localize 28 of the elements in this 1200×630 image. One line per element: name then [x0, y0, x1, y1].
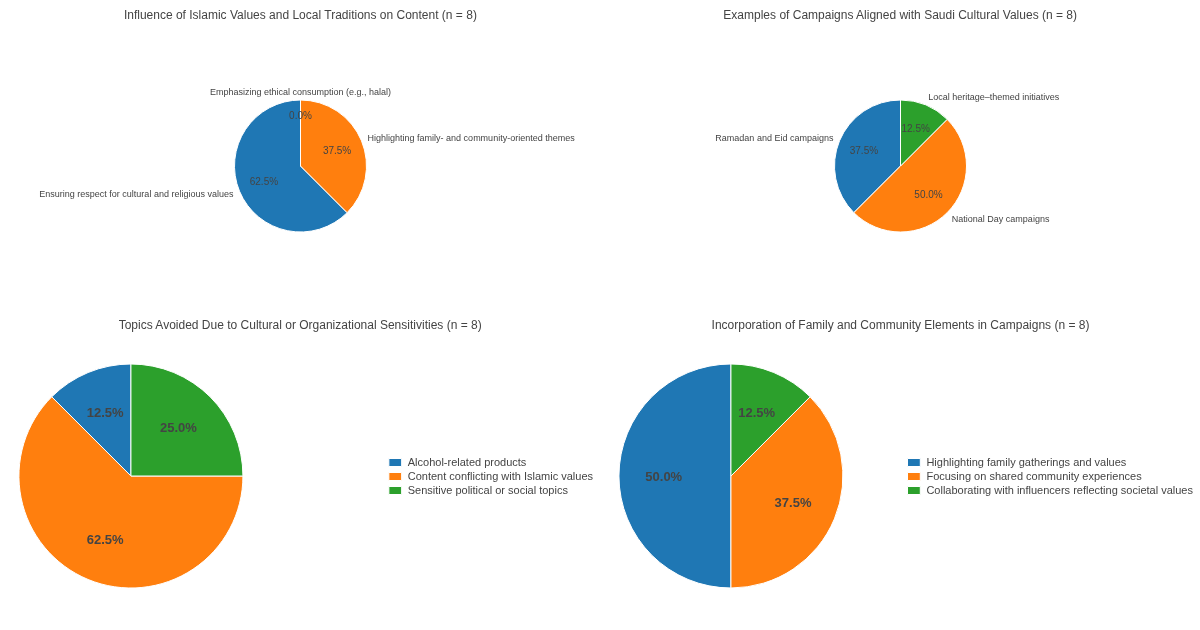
data-label: 50.0% [645, 468, 683, 484]
data-label: 62.5% [86, 532, 125, 548]
data-label: 62.5% [249, 176, 279, 188]
chart-title: Examples of Campaigns Aligned with Saudi Cultural Values (n = 8) [723, 7, 1077, 22]
legend-label: Highlighting family gatherings and values [926, 455, 1127, 468]
chart-title: Topics Avoided Due to Cultural or Organizational Sensitivities (n = 8) [118, 317, 482, 332]
legend-label: Focusing on shared community experiences [926, 469, 1142, 482]
slice-label: Ensuring respect for cultural and religious values [39, 189, 234, 200]
data-label: 37.5% [849, 144, 879, 156]
data-label: 12.5% [738, 404, 776, 420]
data-label: 37.5% [322, 144, 352, 156]
data-label: 37.5% [774, 494, 812, 510]
slice-label: Highlighting family- and community-oriented themes [367, 132, 576, 143]
category-label: Emphasizing ethical consumption (e.g., halal) [209, 86, 392, 97]
data-label: 12.5% [901, 122, 930, 134]
text: 0.0% [289, 109, 312, 121]
slice-label: Ramadan and Eid campaigns [715, 132, 834, 143]
slice-label: Local heritage–themed initiatives [928, 92, 1060, 103]
legend-label: Collaborating with influencers reflecting societal values [926, 483, 1193, 496]
legend-label: Sensitive political or social topics [407, 483, 568, 496]
legend-label: Content conflicting with Islamic values [407, 469, 593, 482]
data-label: 12.5% [86, 404, 125, 420]
chart-title: Influence of Islamic Values and Local Traditions on Content (n = 8) [123, 7, 477, 22]
legend-label: Alcohol-related products [407, 455, 527, 468]
slice-label: National Day campaigns [951, 213, 1050, 224]
chart-title: Incorporation of Family and Community Elements in Campaigns (n = 8) [711, 317, 1090, 332]
data-label: 50.0% [914, 189, 943, 201]
data-label: 25.0% [160, 419, 198, 435]
